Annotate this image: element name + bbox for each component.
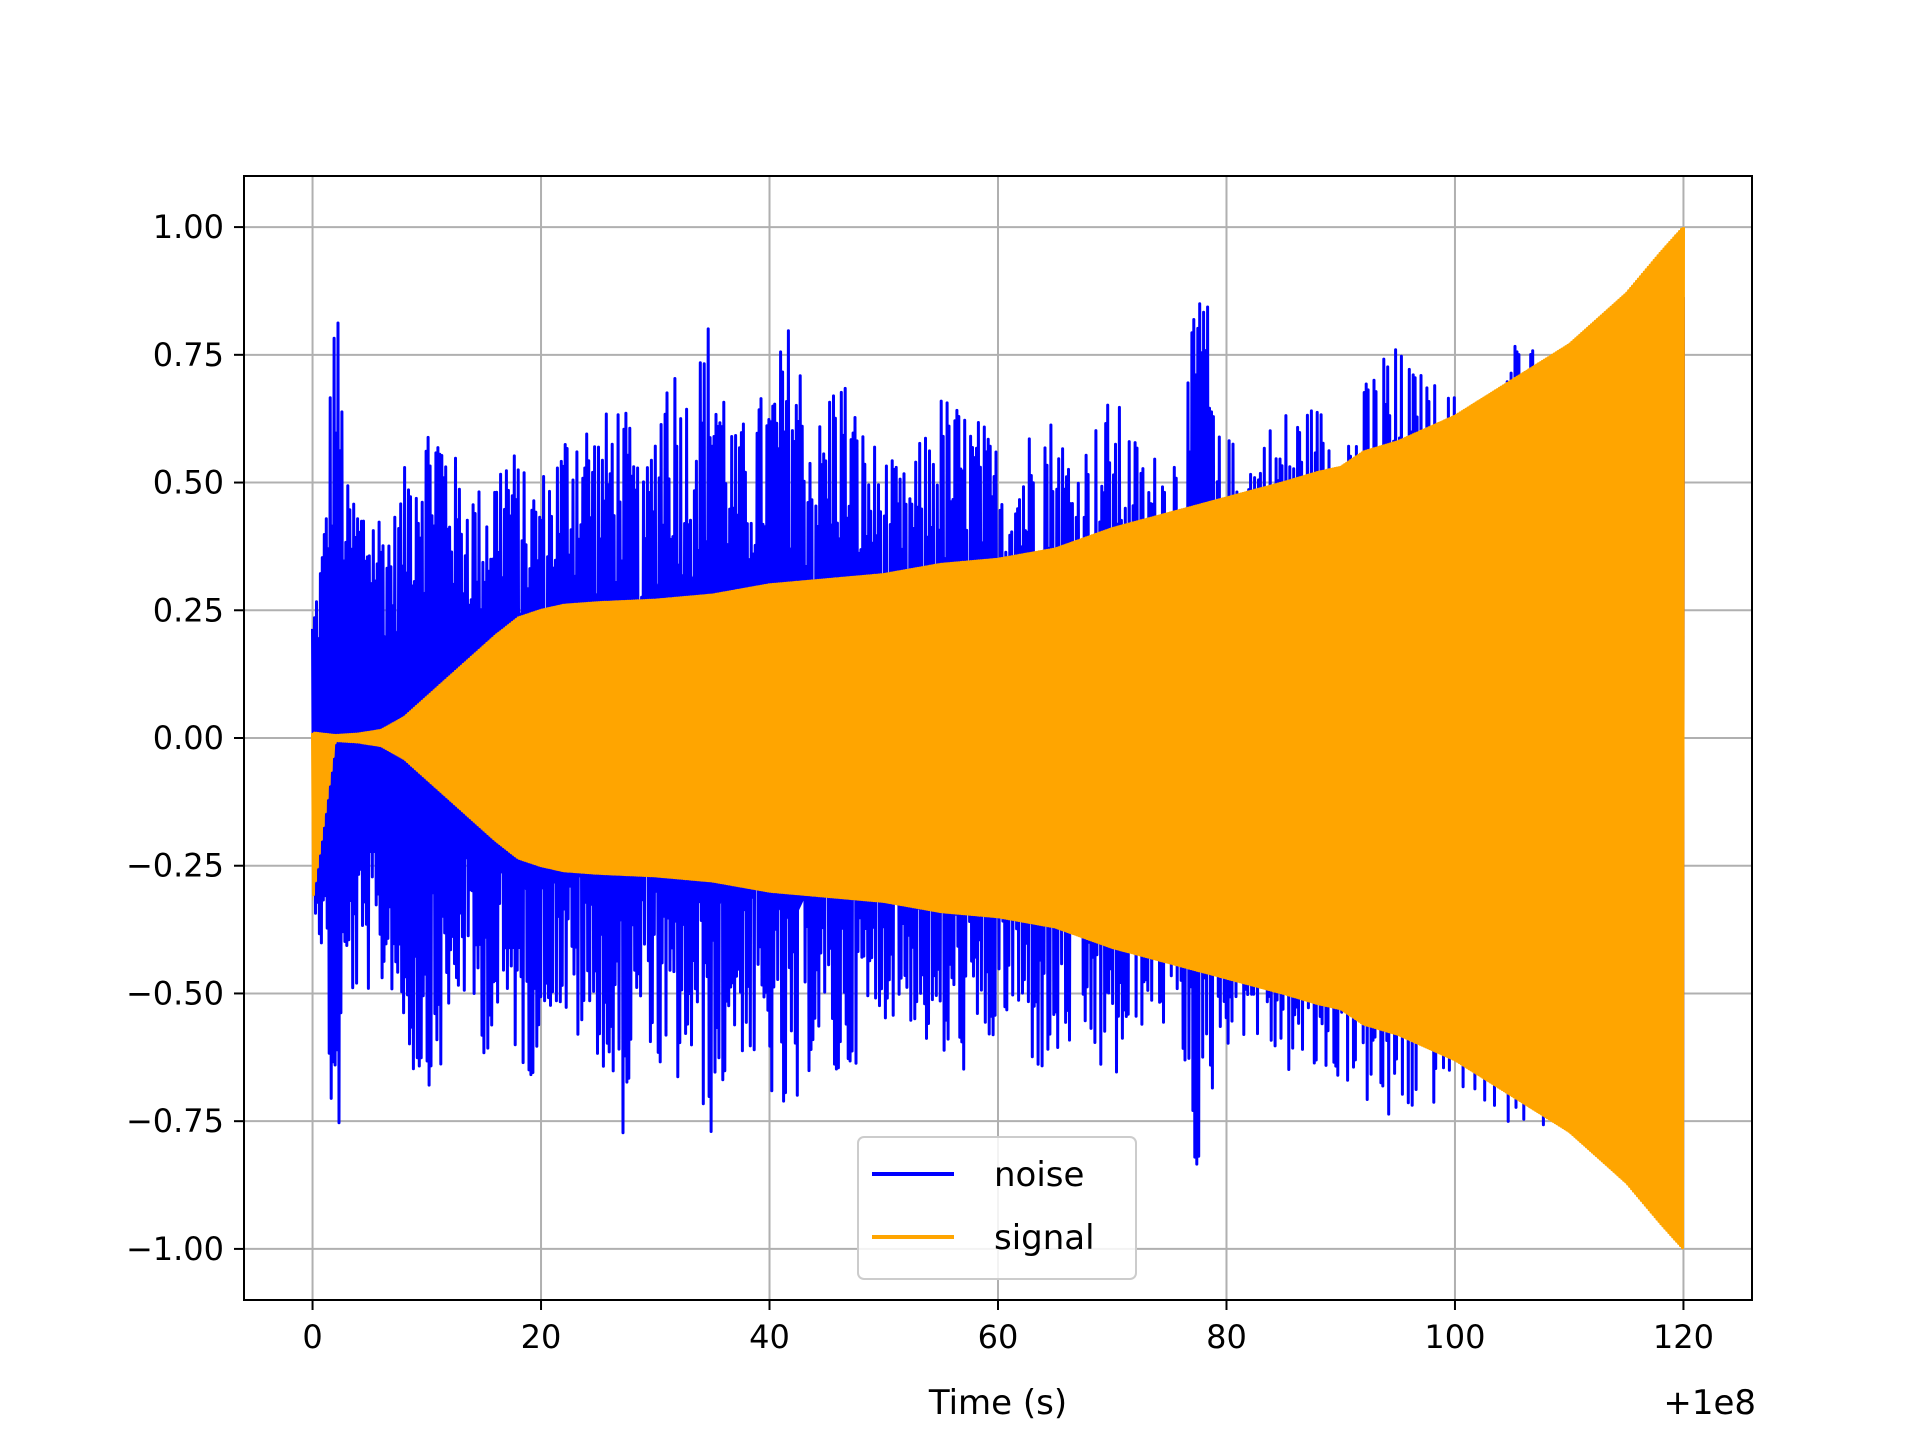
x-tick-label: 20 <box>521 1318 562 1356</box>
y-tick-label: 1.00 <box>153 208 224 246</box>
y-tick-label: 0.50 <box>153 464 224 502</box>
y-tick-label: 0.75 <box>153 336 224 374</box>
ticks <box>234 226 1685 1310</box>
legend: noise signal <box>857 1136 1137 1280</box>
series-layer <box>311 227 1685 1250</box>
y-tick-label: −0.75 <box>126 1102 224 1140</box>
y-tick-label: −1.00 <box>126 1230 224 1268</box>
x-axis-label: Time (s) <box>928 1383 1067 1423</box>
x-tick-labels: 0 20 40 60 80 100 120 <box>302 1318 1714 1356</box>
x-tick-label: 40 <box>749 1318 790 1356</box>
x-tick-label: 60 <box>978 1318 1019 1356</box>
x-tick-label: 80 <box>1206 1318 1247 1356</box>
signal-series-line <box>311 227 1685 1250</box>
x-offset-label: +1e8 <box>1663 1383 1756 1423</box>
y-tick-label: 0.25 <box>153 591 224 629</box>
x-tick-label: 0 <box>302 1318 322 1356</box>
x-tick-label: 120 <box>1653 1318 1714 1356</box>
x-tick-label: 100 <box>1424 1318 1485 1356</box>
legend-label-signal: signal <box>994 1218 1095 1258</box>
y-tick-label: −0.50 <box>126 974 224 1012</box>
legend-label-noise: noise <box>994 1155 1084 1195</box>
y-tick-labels: 1.00 0.75 0.50 0.25 0.00 −0.25 −0.50 −0.75 −1.00 <box>126 208 224 1268</box>
y-tick-label: 0.00 <box>153 719 224 757</box>
y-tick-label: −0.25 <box>126 847 224 885</box>
